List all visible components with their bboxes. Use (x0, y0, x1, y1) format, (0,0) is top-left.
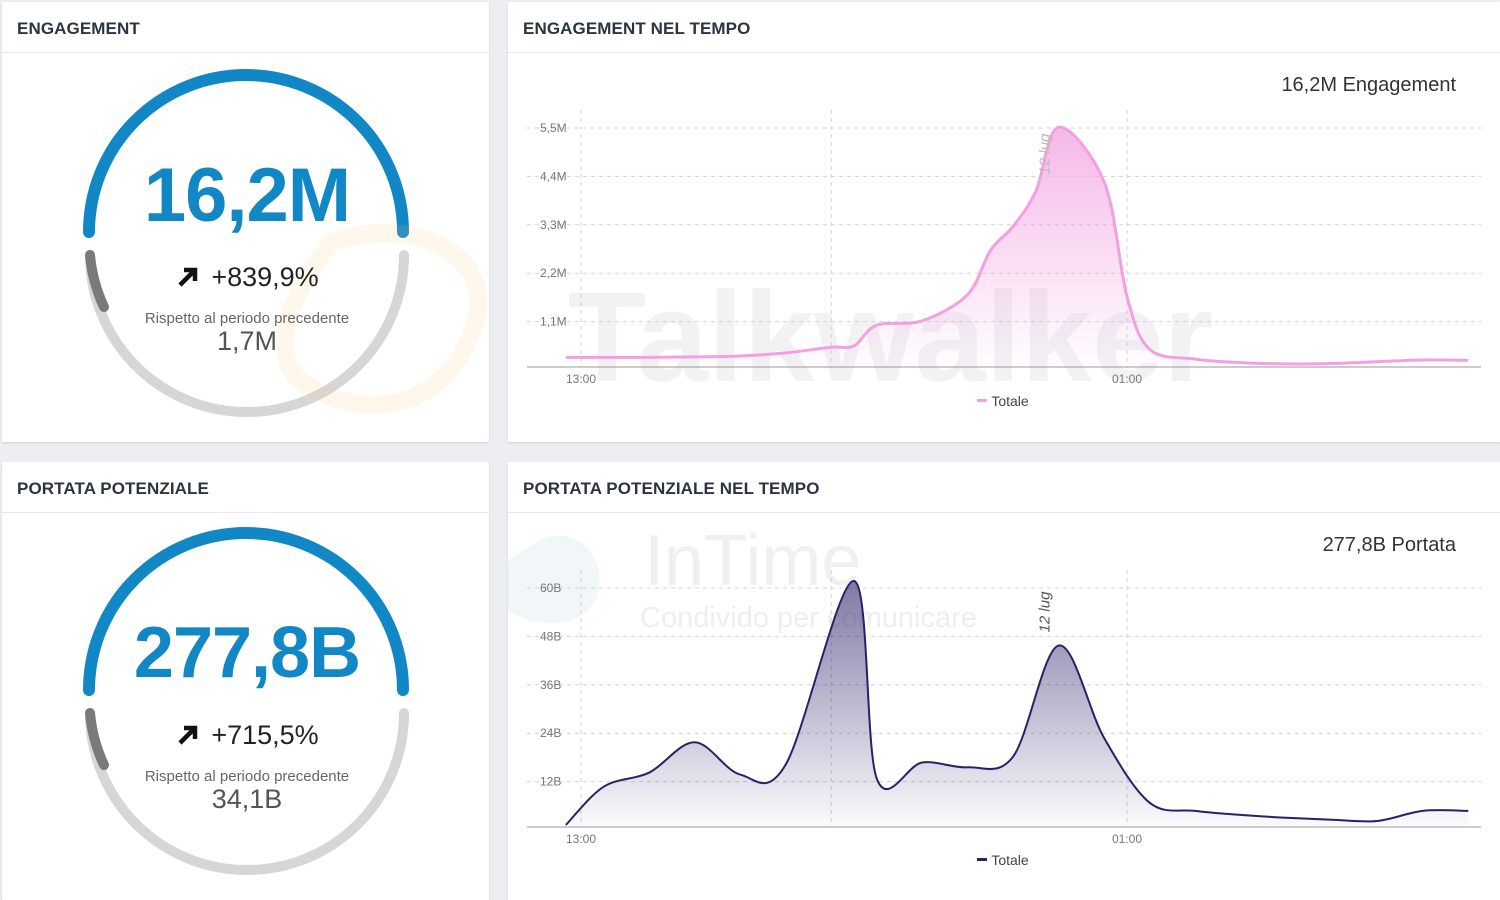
panel-title: PORTATA POTENZIALE (17, 479, 209, 498)
y-tick-label: 60B (540, 581, 561, 595)
y-tick-label: 24B (540, 726, 561, 740)
change-percentage: +839,9% (211, 262, 319, 292)
engagement-panel: ENGAGEMENT 16,2M +839,9% Rispetto al per… (2, 2, 489, 442)
date-annotation: 12 lug (1037, 591, 1054, 633)
legend-label: Totale (991, 852, 1029, 868)
reach-value: 277,8B (133, 613, 361, 693)
y-tick-label: 4,4M (540, 169, 567, 183)
legend-label: Totale (991, 393, 1029, 409)
compare-value: 1,7M (216, 326, 278, 356)
gauge-track-arc (85, 250, 409, 417)
y-tick-label: 12B (540, 775, 561, 789)
engagement-time-panel: ENGAGEMENT NEL TEMPO 16,2M Engagement Ta… (508, 2, 1500, 442)
y-tick-label: 36B (540, 678, 561, 692)
x-tick-label: 13:00 (566, 832, 596, 846)
y-tick-label: 3,3M (540, 218, 567, 232)
gauge-progress-arc (85, 250, 109, 312)
reach-panel: PORTATA POTENZIALE 277,8B +715,5% Rispet… (2, 462, 489, 900)
chart-legend[interactable]: Totale (508, 393, 1498, 409)
y-tick-label: 5,5M (540, 121, 567, 135)
panel-header: PORTATA POTENZIALE (2, 462, 489, 513)
chart-total: 16,2M Engagement (1281, 74, 1456, 96)
reach-gauge (83, 527, 409, 875)
engagement-value: 16,2M (143, 153, 351, 238)
chart-total: 277,8B Portata (1322, 534, 1456, 556)
panel-title: PORTATA POTENZIALE NEL TEMPO (523, 479, 820, 498)
panel-title: ENGAGEMENT NEL TEMPO (523, 19, 751, 38)
series-area (565, 127, 1469, 367)
x-tick-label: 01:00 (1112, 832, 1142, 846)
y-tick-label: 2,2M (540, 266, 567, 280)
legend-swatch (977, 399, 988, 402)
series-area (565, 580, 1469, 827)
y-tick-label: 48B (540, 629, 561, 643)
x-tick-label: 01:00 (1112, 372, 1142, 386)
panel-header: ENGAGEMENT (2, 2, 489, 53)
trend-up-arrow-icon (178, 267, 198, 287)
engagement-gauge (83, 69, 488, 417)
compare-value: 34,1B (211, 784, 283, 814)
engagement-chart: 1,1M 2,2M 3,3M 4,4M 5,5M 13:00 01:00 12 lug (527, 110, 1481, 386)
change-percentage: +715,5% (211, 720, 319, 750)
gauge-progress-arc (85, 708, 109, 770)
chart-legend[interactable]: Totale (508, 852, 1498, 868)
series-line (565, 125, 1469, 366)
trend-up-arrow-icon (178, 725, 198, 745)
legend-swatch (977, 858, 988, 861)
gauge-track-arc (85, 708, 409, 875)
gauge-blue-arc (83, 69, 409, 238)
panel-header: PORTATA POTENZIALE NEL TEMPO (508, 462, 1500, 513)
gauge-blue-arc (83, 527, 409, 696)
reach-chart: 12B 24B 36B 48B 60B 13:00 01:00 12 lug (527, 570, 1481, 846)
y-tick-label: 1,1M (540, 315, 567, 329)
compare-label: Rispetto al periodo precedente (144, 310, 350, 327)
series-line (565, 579, 1469, 826)
change-row: +715,5% (2, 720, 489, 751)
panel-title: ENGAGEMENT (17, 19, 140, 38)
watermark-swirl (276, 224, 488, 414)
compare-label: Rispetto al periodo precedente (144, 768, 350, 785)
date-annotation: 12 lug (1037, 133, 1054, 175)
panel-header: ENGAGEMENT NEL TEMPO (508, 2, 1500, 53)
change-row: +839,9% (2, 262, 489, 293)
reach-time-panel: PORTATA POTENZIALE NEL TEMPO 277,8B Port… (508, 462, 1500, 900)
x-tick-label: 13:00 (566, 372, 596, 386)
